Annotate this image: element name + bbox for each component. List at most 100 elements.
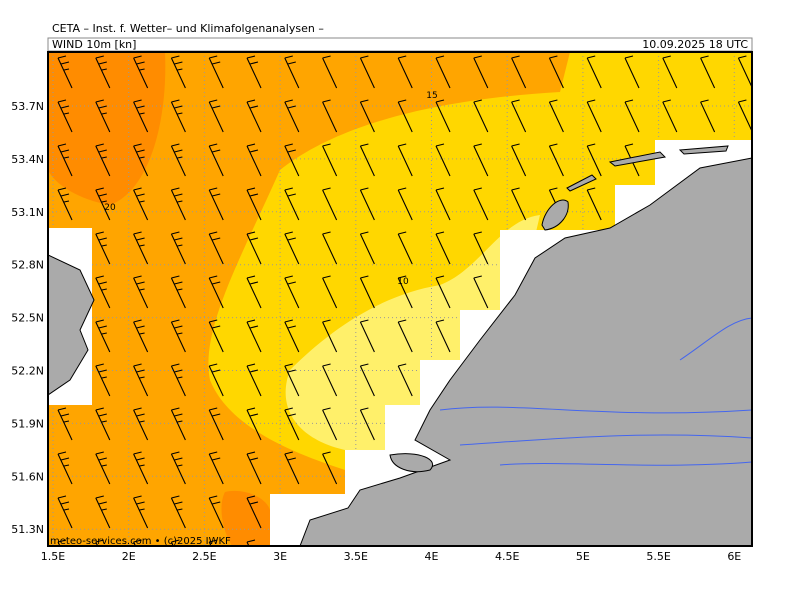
wind-barb: [435, 55, 451, 89]
wind-barb: [322, 231, 338, 265]
wind-barb: [586, 187, 602, 221]
wind-barb: [284, 187, 300, 221]
wind-barb: [322, 275, 338, 309]
wind-barb: [473, 99, 489, 133]
wind-barb: [246, 407, 262, 441]
island: [541, 199, 569, 231]
wind-barb: [511, 143, 527, 177]
wind-barb: [284, 143, 300, 177]
wind-barb: [170, 495, 186, 529]
wind-barb: [170, 539, 183, 546]
wind-barb: [322, 319, 338, 353]
wind-barb: [624, 55, 640, 89]
wind-barb: [397, 143, 413, 177]
wind-barb: [170, 407, 186, 441]
wind-barb: [95, 99, 111, 133]
wind-barb: [359, 187, 375, 221]
lon-label: 5E: [576, 550, 590, 563]
wind-barb: [322, 99, 338, 133]
wind-barb: [435, 187, 451, 221]
wind-barb: [624, 99, 640, 133]
lat-label: 52.2N: [11, 365, 44, 378]
wind-barb: [208, 319, 224, 353]
wind-barb: [359, 99, 375, 133]
lat-label: 52.5N: [11, 312, 44, 325]
wind-barb: [95, 495, 111, 529]
contour-label: 20: [104, 203, 116, 213]
wind-barb: [397, 275, 413, 309]
wind-barb: [170, 187, 186, 221]
wind-barb: [397, 363, 413, 397]
wind-barb: [170, 143, 186, 177]
wind-barb: [133, 99, 149, 133]
wind-barb: [133, 143, 149, 177]
wind-barb: [57, 407, 73, 441]
wind-barb: [95, 187, 111, 221]
wind-barb: [133, 451, 149, 485]
wind-barb: [246, 275, 262, 309]
wind-barb: [95, 407, 111, 441]
wind-barb: [284, 319, 300, 353]
wind-barb: [397, 187, 413, 221]
lat-label: 52.8N: [11, 259, 44, 272]
map-area: 15 20 10 meteo-services.com • (c)2025 IW…: [48, 52, 752, 546]
wind-barb: [700, 99, 716, 133]
wind-barb: [737, 55, 752, 89]
wind-barb: [57, 187, 73, 221]
wind-barb: [170, 451, 186, 485]
wind-barb: [662, 55, 678, 89]
lon-label: 3E: [273, 550, 287, 563]
wind-barb: [170, 55, 186, 89]
wind-barb: [208, 363, 224, 397]
lon-label: 4E: [425, 550, 439, 563]
wind-barb: [95, 319, 111, 353]
wind-barb: [511, 99, 527, 133]
lat-label: 53.4N: [11, 153, 44, 166]
wind-barb: [95, 143, 111, 177]
wind-barb: [246, 451, 262, 485]
island: [389, 453, 433, 473]
wind-barb: [246, 539, 258, 546]
wind-barb: [473, 231, 489, 265]
wind-barb: [133, 363, 149, 397]
wind-barb: [586, 143, 602, 177]
lon-label: 4.5E: [495, 550, 519, 563]
wind-barb: [284, 407, 300, 441]
wind-barb: [322, 363, 338, 397]
wind-barb: [246, 99, 262, 133]
island: [608, 151, 667, 167]
wind-barb: [284, 55, 300, 89]
plot-frame: [47, 51, 753, 547]
wind-barb: [95, 451, 111, 485]
wind-barb: [57, 55, 73, 89]
wind-barb: [208, 143, 224, 177]
wind-barb: [511, 55, 527, 89]
wind-barb: [208, 55, 224, 89]
wind-barb: [170, 99, 186, 133]
wind-barb: [435, 275, 451, 309]
wind-barb: [737, 99, 752, 133]
wind-barb: [359, 363, 375, 397]
wind-barb: [359, 231, 375, 265]
wind-barb: [246, 55, 262, 89]
wind-barb: [133, 539, 145, 546]
wind-barb: [95, 363, 111, 397]
lon-label: 5.5E: [646, 550, 670, 563]
lon-label: 6E: [727, 550, 741, 563]
lon-label: 1.5E: [41, 550, 65, 563]
wind-barb: [435, 143, 451, 177]
wind-barb: [208, 539, 221, 546]
lat-label: 51.9N: [11, 417, 44, 430]
wind-barb: [208, 275, 224, 309]
wind-barb: [133, 55, 149, 89]
shade-pale: [285, 215, 540, 450]
wind-barb: [57, 143, 73, 177]
wind-barb: [95, 231, 111, 265]
wind-barb: [246, 319, 262, 353]
wind-barb: [57, 451, 73, 485]
wind-barb: [246, 143, 262, 177]
wind-barb: [397, 319, 413, 353]
lat-label: 53.1N: [11, 206, 44, 219]
river: [439, 317, 752, 466]
contour-label: 10: [397, 277, 409, 287]
